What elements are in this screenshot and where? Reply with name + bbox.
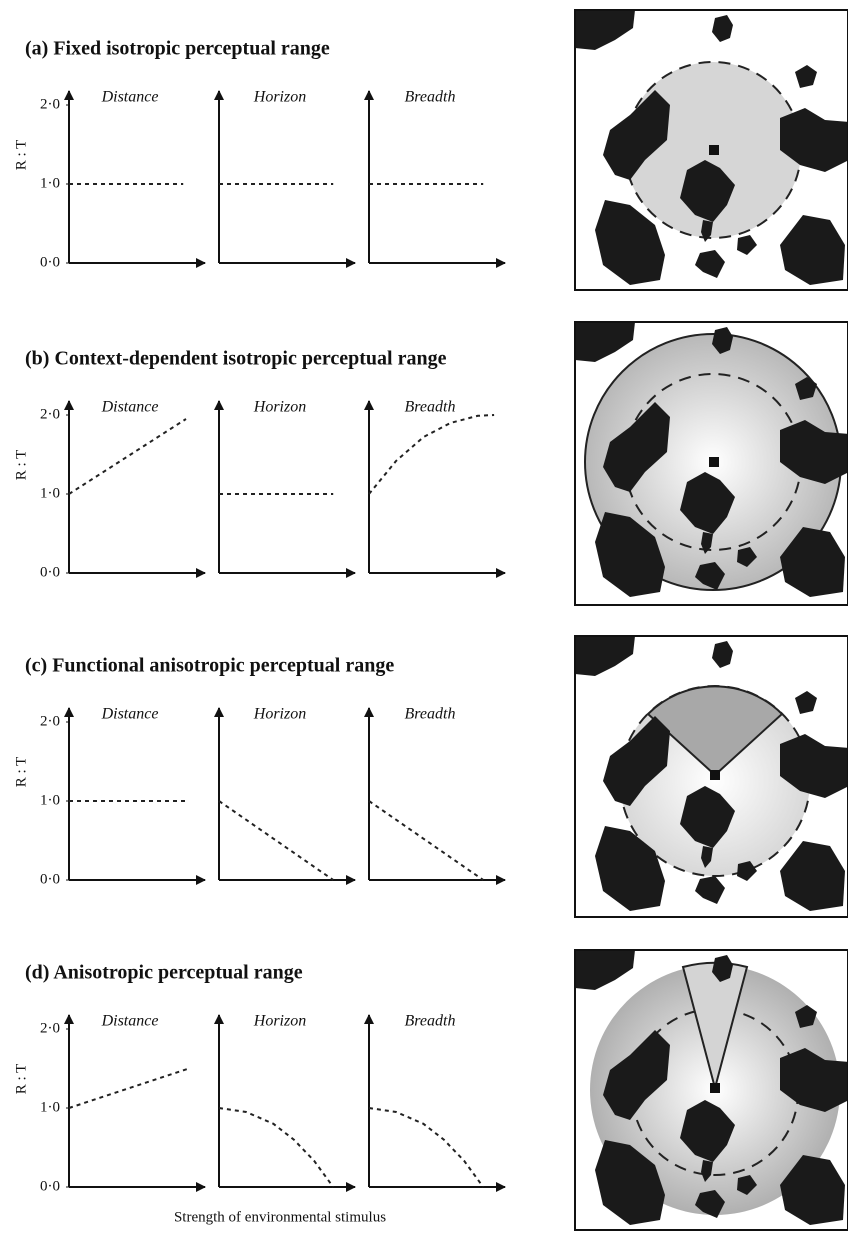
panel-title: (d) Anisotropic perceptual range	[25, 962, 303, 984]
chart-title: Distance	[101, 89, 159, 106]
y-tick-label: 0·0	[40, 254, 60, 270]
y-axis-label: R : T	[13, 757, 29, 788]
figure: Strength of environmental stimulus (a) F…	[0, 0, 848, 1234]
chart-title: Horizon	[253, 1013, 306, 1030]
y-tick-label: 2·0	[40, 1020, 60, 1036]
y-tick-label: 1·0	[40, 792, 60, 808]
y-tick-label: 0·0	[40, 564, 60, 580]
panel-title: (c) Functional anisotropic perceptual ra…	[25, 655, 394, 677]
chart-title: Breadth	[405, 1013, 456, 1030]
diagram-b	[575, 322, 848, 605]
chart-title: Distance	[101, 1013, 159, 1030]
y-tick-label: 0·0	[40, 871, 60, 887]
y-tick-label: 0·0	[40, 1178, 60, 1194]
x-axis-label: Strength of environmental stimulus	[174, 1209, 386, 1225]
y-tick-label: 2·0	[40, 713, 60, 729]
chart-title: Horizon	[253, 706, 306, 723]
data-line	[369, 415, 494, 494]
data-line	[69, 1069, 189, 1109]
data-line	[369, 1108, 483, 1187]
y-axis-label: R : T	[13, 1064, 29, 1095]
y-tick-label: 1·0	[40, 175, 60, 191]
chart-title: Horizon	[253, 399, 306, 416]
diagram-c	[575, 636, 848, 917]
y-tick-label: 1·0	[40, 485, 60, 501]
diagram-a	[575, 10, 848, 290]
y-axis-label: R : T	[13, 140, 29, 171]
chart-title: Breadth	[405, 399, 456, 416]
chart-title: Breadth	[405, 89, 456, 106]
y-tick-label: 1·0	[40, 1099, 60, 1115]
data-line	[219, 801, 333, 880]
y-tick-label: 2·0	[40, 406, 60, 422]
data-line	[69, 419, 186, 494]
y-tick-label: 2·0	[40, 96, 60, 112]
chart-title: Distance	[101, 399, 159, 416]
diagram-d	[575, 950, 848, 1230]
data-line	[219, 1108, 333, 1187]
chart-title: Distance	[101, 706, 159, 723]
data-line	[369, 801, 483, 880]
panel-title: (b) Context-dependent isotropic perceptu…	[25, 348, 447, 370]
chart-title: Horizon	[253, 89, 306, 106]
panel-title: (a) Fixed isotropic perceptual range	[25, 38, 330, 60]
chart-title: Breadth	[405, 706, 456, 723]
y-axis-label: R : T	[13, 450, 29, 481]
